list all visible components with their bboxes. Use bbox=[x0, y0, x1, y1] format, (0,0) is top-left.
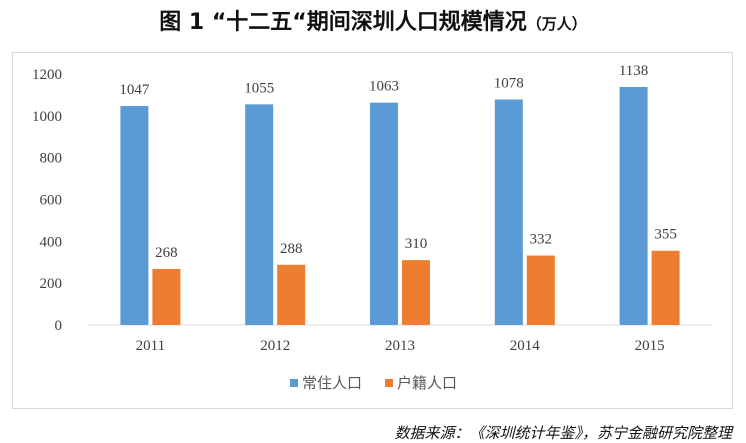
data-label: 332 bbox=[530, 232, 553, 248]
data-label: 268 bbox=[155, 245, 178, 261]
legend-item-1: 户籍人口 bbox=[385, 372, 457, 393]
y-tick-label: 600 bbox=[40, 193, 63, 209]
x-tick-label: 2014 bbox=[510, 338, 541, 354]
data-label: 355 bbox=[654, 227, 677, 243]
data-label: 310 bbox=[405, 236, 428, 252]
bar-changzhu bbox=[619, 86, 648, 326]
x-tick-label: 2011 bbox=[136, 338, 165, 354]
title-unit: （万人） bbox=[526, 15, 587, 33]
bar-changzhu bbox=[370, 102, 398, 326]
legend-swatch bbox=[290, 378, 298, 387]
data-label: 1063 bbox=[369, 79, 399, 95]
data-label: 1047 bbox=[119, 82, 150, 98]
x-tick-label: 2013 bbox=[385, 338, 415, 354]
legend-item-0: 常住人口 bbox=[290, 372, 362, 393]
bar-huji bbox=[402, 260, 430, 325]
title-text: 图 1 “十二五“期间深圳人口规模情况 bbox=[159, 10, 527, 35]
bar-changzhu bbox=[494, 99, 523, 325]
data-label: 1055 bbox=[244, 80, 274, 96]
data-label: 1078 bbox=[494, 76, 524, 92]
legend-label: 常住人口 bbox=[302, 374, 363, 392]
bar-huji bbox=[526, 255, 555, 325]
x-tick-label: 2012 bbox=[260, 338, 290, 354]
y-tick-label: 400 bbox=[40, 234, 63, 250]
chart-title: 图 1 “十二五“期间深圳人口规模情况（万人） bbox=[0, 4, 746, 36]
x-tick-label: 2015 bbox=[635, 338, 665, 354]
legend-label: 户籍人口 bbox=[397, 374, 458, 392]
y-tick-label: 0 bbox=[55, 318, 63, 334]
y-tick-label: 1000 bbox=[32, 109, 62, 125]
data-label: 1138 bbox=[619, 63, 648, 79]
y-tick-label: 200 bbox=[40, 276, 63, 292]
data-label: 288 bbox=[280, 241, 303, 257]
y-tick-label: 1200 bbox=[32, 67, 62, 83]
bar-huji bbox=[651, 250, 680, 325]
chart-frame bbox=[12, 52, 733, 409]
legend-swatch bbox=[385, 378, 393, 387]
bar-huji bbox=[152, 268, 181, 325]
bar-changzhu bbox=[120, 106, 149, 325]
y-tick-label: 800 bbox=[40, 151, 63, 167]
source-note: 数据来源：《深圳统计年鉴》，苏宁金融研究院整理 bbox=[394, 424, 732, 442]
bar-huji bbox=[277, 264, 306, 325]
bar-changzhu bbox=[245, 104, 274, 326]
